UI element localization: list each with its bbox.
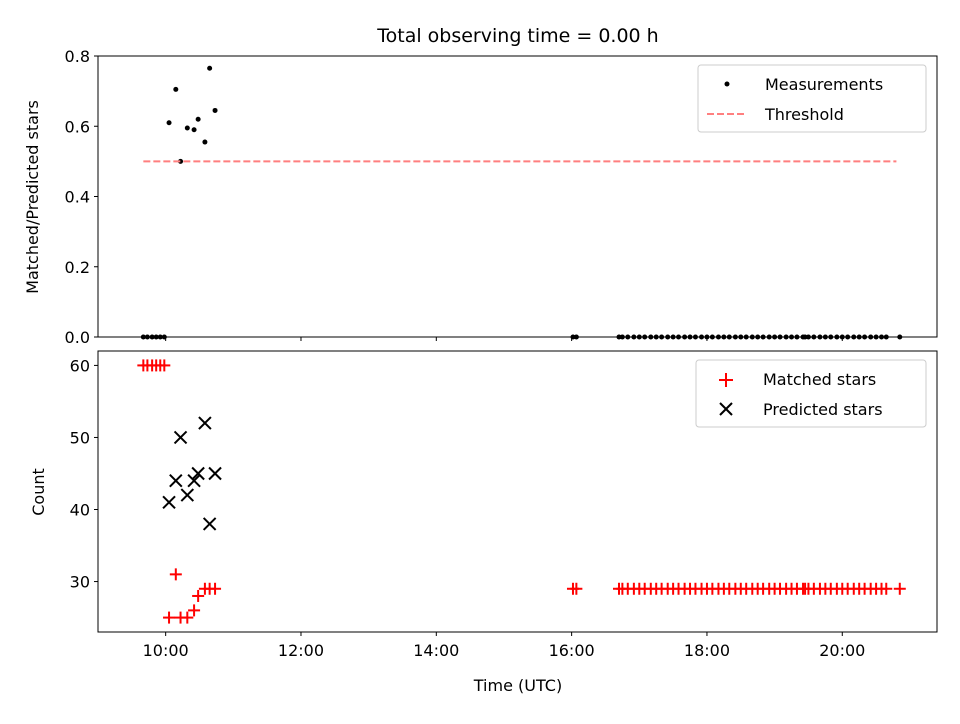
predicted-stars-point [198,416,212,430]
top-legend: Measurements Threshold [697,64,927,133]
matched-stars-point [169,568,182,581]
measurement-point [178,158,184,164]
bottom-legend: Matched stars Predicted stars [695,359,927,428]
measurement-point [166,120,172,126]
legend-predicted-label: Predicted stars [763,400,883,419]
matched-stars-point [880,582,893,595]
top-y-ticks: 0.0 0.2 0.4 0.6 0.8 [65,47,98,347]
y-tick-label: 60 [70,356,90,375]
top-panel: Total observing time = 0.00 h 0.00.20.40… [23,25,938,347]
x-axis-label: Time (UTC) [473,676,562,695]
x-tick-label: 12:00 [278,641,324,660]
y-tick-label: 50 [70,428,90,447]
bottom-legend-box [695,359,927,428]
bottom-y-axis-label: Count [29,468,48,516]
legend-matched-label: Matched stars [763,370,876,389]
predicted-stars-point [208,466,222,481]
legend-predicted-marker [719,402,733,416]
matched-stars-point [158,359,171,372]
bottom-x-ticks: 10:00 12:00 14:00 16:00 18:00 20:00 [143,632,865,660]
measurement-point [212,107,218,113]
legend-measurements-marker [724,81,730,87]
predicted-stars-point [202,517,217,531]
x-tick-label: 18:00 [684,641,730,660]
bottom-y-ticks: 30 40 50 60 [70,356,98,592]
matched-stars-point [209,582,222,595]
matched-stars-point [188,604,201,617]
y-tick-label: 0.4 [65,188,90,207]
measurement-point [191,127,197,133]
top-x-ticks [165,337,843,341]
predicted-stars-point [173,430,188,445]
predicted-stars-point [180,488,195,502]
bottom-plot-area [137,359,906,624]
predicted-stars-point [169,473,183,488]
matched-stars-point [570,582,583,595]
y-tick-label: 0.8 [65,47,90,66]
legend-matched-marker [719,373,733,387]
bottom-axes-frame [97,350,938,633]
chart-title: Total observing time = 0.00 h [376,25,658,47]
y-tick-label: 30 [70,573,90,592]
x-tick-label: 14:00 [413,641,459,660]
predicted-stars-point [191,466,205,481]
matched-stars-point [192,589,205,602]
legend-measurements-label: Measurements [765,75,883,94]
measurement-point [195,116,201,122]
predicted-stars-point [162,495,176,510]
y-tick-label: 40 [70,501,90,520]
matched-stars-point [163,611,176,624]
top-y-axis-label: Matched/Predicted stars [23,100,42,294]
measurement-point [184,125,190,131]
y-tick-label: 0.6 [65,117,90,136]
measurement-point [207,65,213,71]
top-legend-box [697,64,927,133]
matched-stars-point [893,582,906,595]
measurement-point [202,139,208,145]
predicted-stars-point [187,473,201,488]
measurement-point [173,86,179,92]
matched-stars-point [181,611,194,624]
x-tick-label: 20:00 [819,641,865,660]
legend-threshold-label: Threshold [764,105,844,124]
x-tick-label: 16:00 [549,641,595,660]
y-tick-label: 0.0 [65,328,90,347]
y-tick-label: 0.2 [65,258,90,277]
x-tick-label: 10:00 [143,641,189,660]
